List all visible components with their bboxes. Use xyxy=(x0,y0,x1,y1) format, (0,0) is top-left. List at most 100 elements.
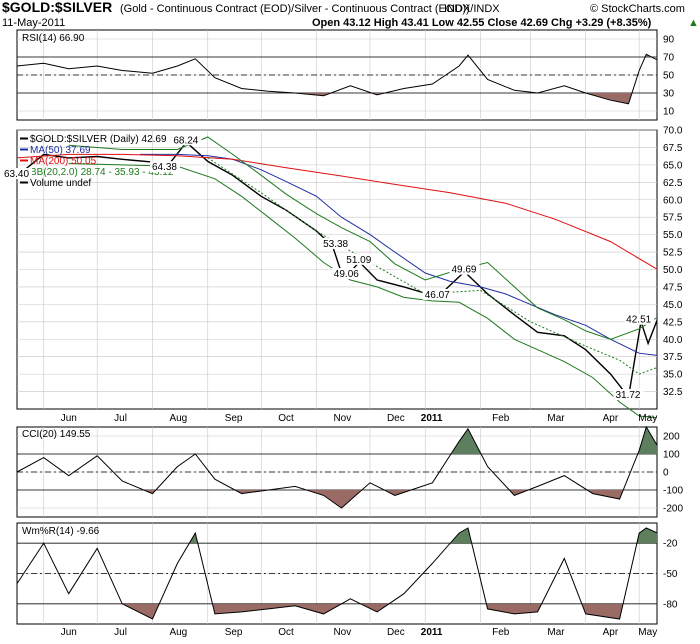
legend-entry: $GOLD:$SILVER (Daily) 42.69 xyxy=(30,134,167,145)
y-tick-label: 90 xyxy=(663,35,675,46)
cci-legend: CCI(20) 149.55 xyxy=(22,429,91,440)
up-arrow-icon: ▲ xyxy=(688,17,699,29)
x-axis-mid: Jun Jul Aug Sep Oct Nov Dec 2011 Feb Mar Apr May xyxy=(61,413,658,424)
legend-entry: MA(50) 37.69 xyxy=(30,145,91,156)
x-tick-label: May xyxy=(638,627,657,638)
wr-legend: Wm%R(14) -9.66 xyxy=(22,526,100,537)
price-annotation: 46.07 xyxy=(425,290,450,301)
x-tick-label: Sep xyxy=(225,413,243,424)
y-tick-label: 100 xyxy=(663,450,680,461)
x-tick-label: Feb xyxy=(492,413,510,424)
y-tick-label: 45.0 xyxy=(663,300,683,311)
oversold-area xyxy=(17,93,657,104)
oversold-area xyxy=(17,603,657,619)
y-tick-label: 42.5 xyxy=(663,317,683,328)
series-ma-50 xyxy=(140,153,658,356)
rsi-panel: 10 30 50 70 90 RSI(14) 66.90 xyxy=(16,29,675,121)
annotation-bg xyxy=(613,389,644,401)
x-tick-label: Apr xyxy=(603,413,619,424)
x-tick-label: Dec xyxy=(387,627,405,638)
x-tick-label: Jul xyxy=(114,413,127,424)
y-tick-label: -20 xyxy=(663,539,678,550)
price-panel: 32.5 35.0 37.5 40.0 42.5 45.0 47.5 50.0 52.5 55.0… xyxy=(2,126,683,419)
y-tick-label: -100 xyxy=(663,486,683,497)
annotation-bg xyxy=(149,161,180,173)
y-tick-label: 50.0 xyxy=(663,265,683,276)
annotation-bg xyxy=(624,313,655,325)
y-tick-label: 40.0 xyxy=(663,335,683,346)
indicator-line xyxy=(16,425,658,509)
chart-description: (Gold - Continuous Contract (EOD)/Silver… xyxy=(120,3,470,15)
annotation-bg xyxy=(2,168,32,180)
quote-line: Open 43.12 High 43.41 Low 42.55 Close 42… xyxy=(312,17,652,29)
chart-exchange: INDX/INDX xyxy=(444,3,500,15)
x-tick-label: Oct xyxy=(278,413,294,424)
y-tick-label: 60.0 xyxy=(663,195,683,206)
x-tick-label: May xyxy=(638,413,657,424)
y-tick-label: 55.0 xyxy=(663,230,683,241)
y-tick-label: 10 xyxy=(663,107,675,118)
indicator-line xyxy=(16,527,658,620)
watermark: © StockCharts.com xyxy=(590,3,685,15)
y-tick-label: 62.5 xyxy=(663,178,683,189)
y-tick-label: 0 xyxy=(663,468,669,479)
price-annotation: 42.51 xyxy=(626,315,651,326)
legend-entry: MA(200) 50.05 xyxy=(30,156,97,167)
y-tick-label: -200 xyxy=(663,504,683,515)
price-annotation: 49.69 xyxy=(451,265,476,276)
x-tick-label: Dec xyxy=(387,413,405,424)
x-tick-label: Jun xyxy=(61,627,77,638)
annotation-bg xyxy=(344,253,375,265)
annotation-bg xyxy=(331,268,362,280)
x-tick-label: Mar xyxy=(547,627,565,638)
y-tick-label: 50 xyxy=(663,71,675,82)
x-tick-label: Apr xyxy=(603,627,619,638)
x-tick-label: Nov xyxy=(333,627,351,638)
y-tick-label: -50 xyxy=(663,569,678,580)
annotation-bg xyxy=(171,134,202,146)
price-annotation: 68.24 xyxy=(173,135,198,146)
price-annotation: 31.72 xyxy=(615,390,640,401)
x-tick-label: Nov xyxy=(333,413,351,424)
annotation-bg xyxy=(321,237,352,249)
oversold-area xyxy=(17,490,657,508)
y-tick-label: 32.5 xyxy=(663,387,683,398)
series-bb-lower xyxy=(68,163,658,419)
x-tick-label: 2011 xyxy=(421,413,443,424)
rsi-legend: RSI(14) 66.90 xyxy=(22,33,85,44)
x-tick-label: Jun xyxy=(61,413,77,424)
x-tick-label: Feb xyxy=(492,627,510,638)
y-tick-label: 70.0 xyxy=(663,126,683,137)
price-annotation: 49.06 xyxy=(334,269,359,280)
x-tick-label: Oct xyxy=(278,627,294,638)
chart-date: 11-May-2011 xyxy=(2,17,65,29)
legend-entry: BB(20,2.0) 28.74 - 35.93 - 43.12 xyxy=(30,167,174,178)
y-tick-label: 52.5 xyxy=(663,248,683,259)
y-tick-label: 200 xyxy=(663,432,680,443)
legend-entry: Volume undef xyxy=(30,178,91,189)
series-ma-200 xyxy=(16,153,658,270)
chart-symbol: $GOLD:$SILVER xyxy=(2,0,112,15)
x-axis-bottom: Jun Jul Aug Sep Oct Nov Dec 2011 Feb Mar Apr May xyxy=(61,627,658,638)
cci-panel: -200 -100 0 100 200 CCI(20) 149.55 xyxy=(16,425,683,518)
price-annotation: 63.40 xyxy=(4,169,29,180)
x-tick-label: 2011 xyxy=(421,627,443,638)
y-tick-label: 47.5 xyxy=(663,282,683,293)
annotation-bg xyxy=(449,263,480,275)
x-tick-label: Aug xyxy=(169,413,187,424)
x-tick-label: Mar xyxy=(547,413,565,424)
annotation-bg xyxy=(422,288,453,300)
x-tick-label: Sep xyxy=(225,627,243,638)
price-annotation: 64.38 xyxy=(152,162,177,173)
x-tick-label: Aug xyxy=(169,627,187,638)
williams-r-panel: -80 -50 -20 Wm%R(14) -9.66 xyxy=(16,522,678,625)
x-tick-label: Jul xyxy=(114,627,127,638)
y-tick-label: 37.5 xyxy=(663,352,683,363)
y-tick-label: 30 xyxy=(663,89,675,100)
series-bb-upper xyxy=(68,136,658,340)
price-annotation: 51.09 xyxy=(346,255,371,266)
y-tick-label: 67.5 xyxy=(663,143,683,154)
price-annotation: 53.38 xyxy=(323,239,348,250)
